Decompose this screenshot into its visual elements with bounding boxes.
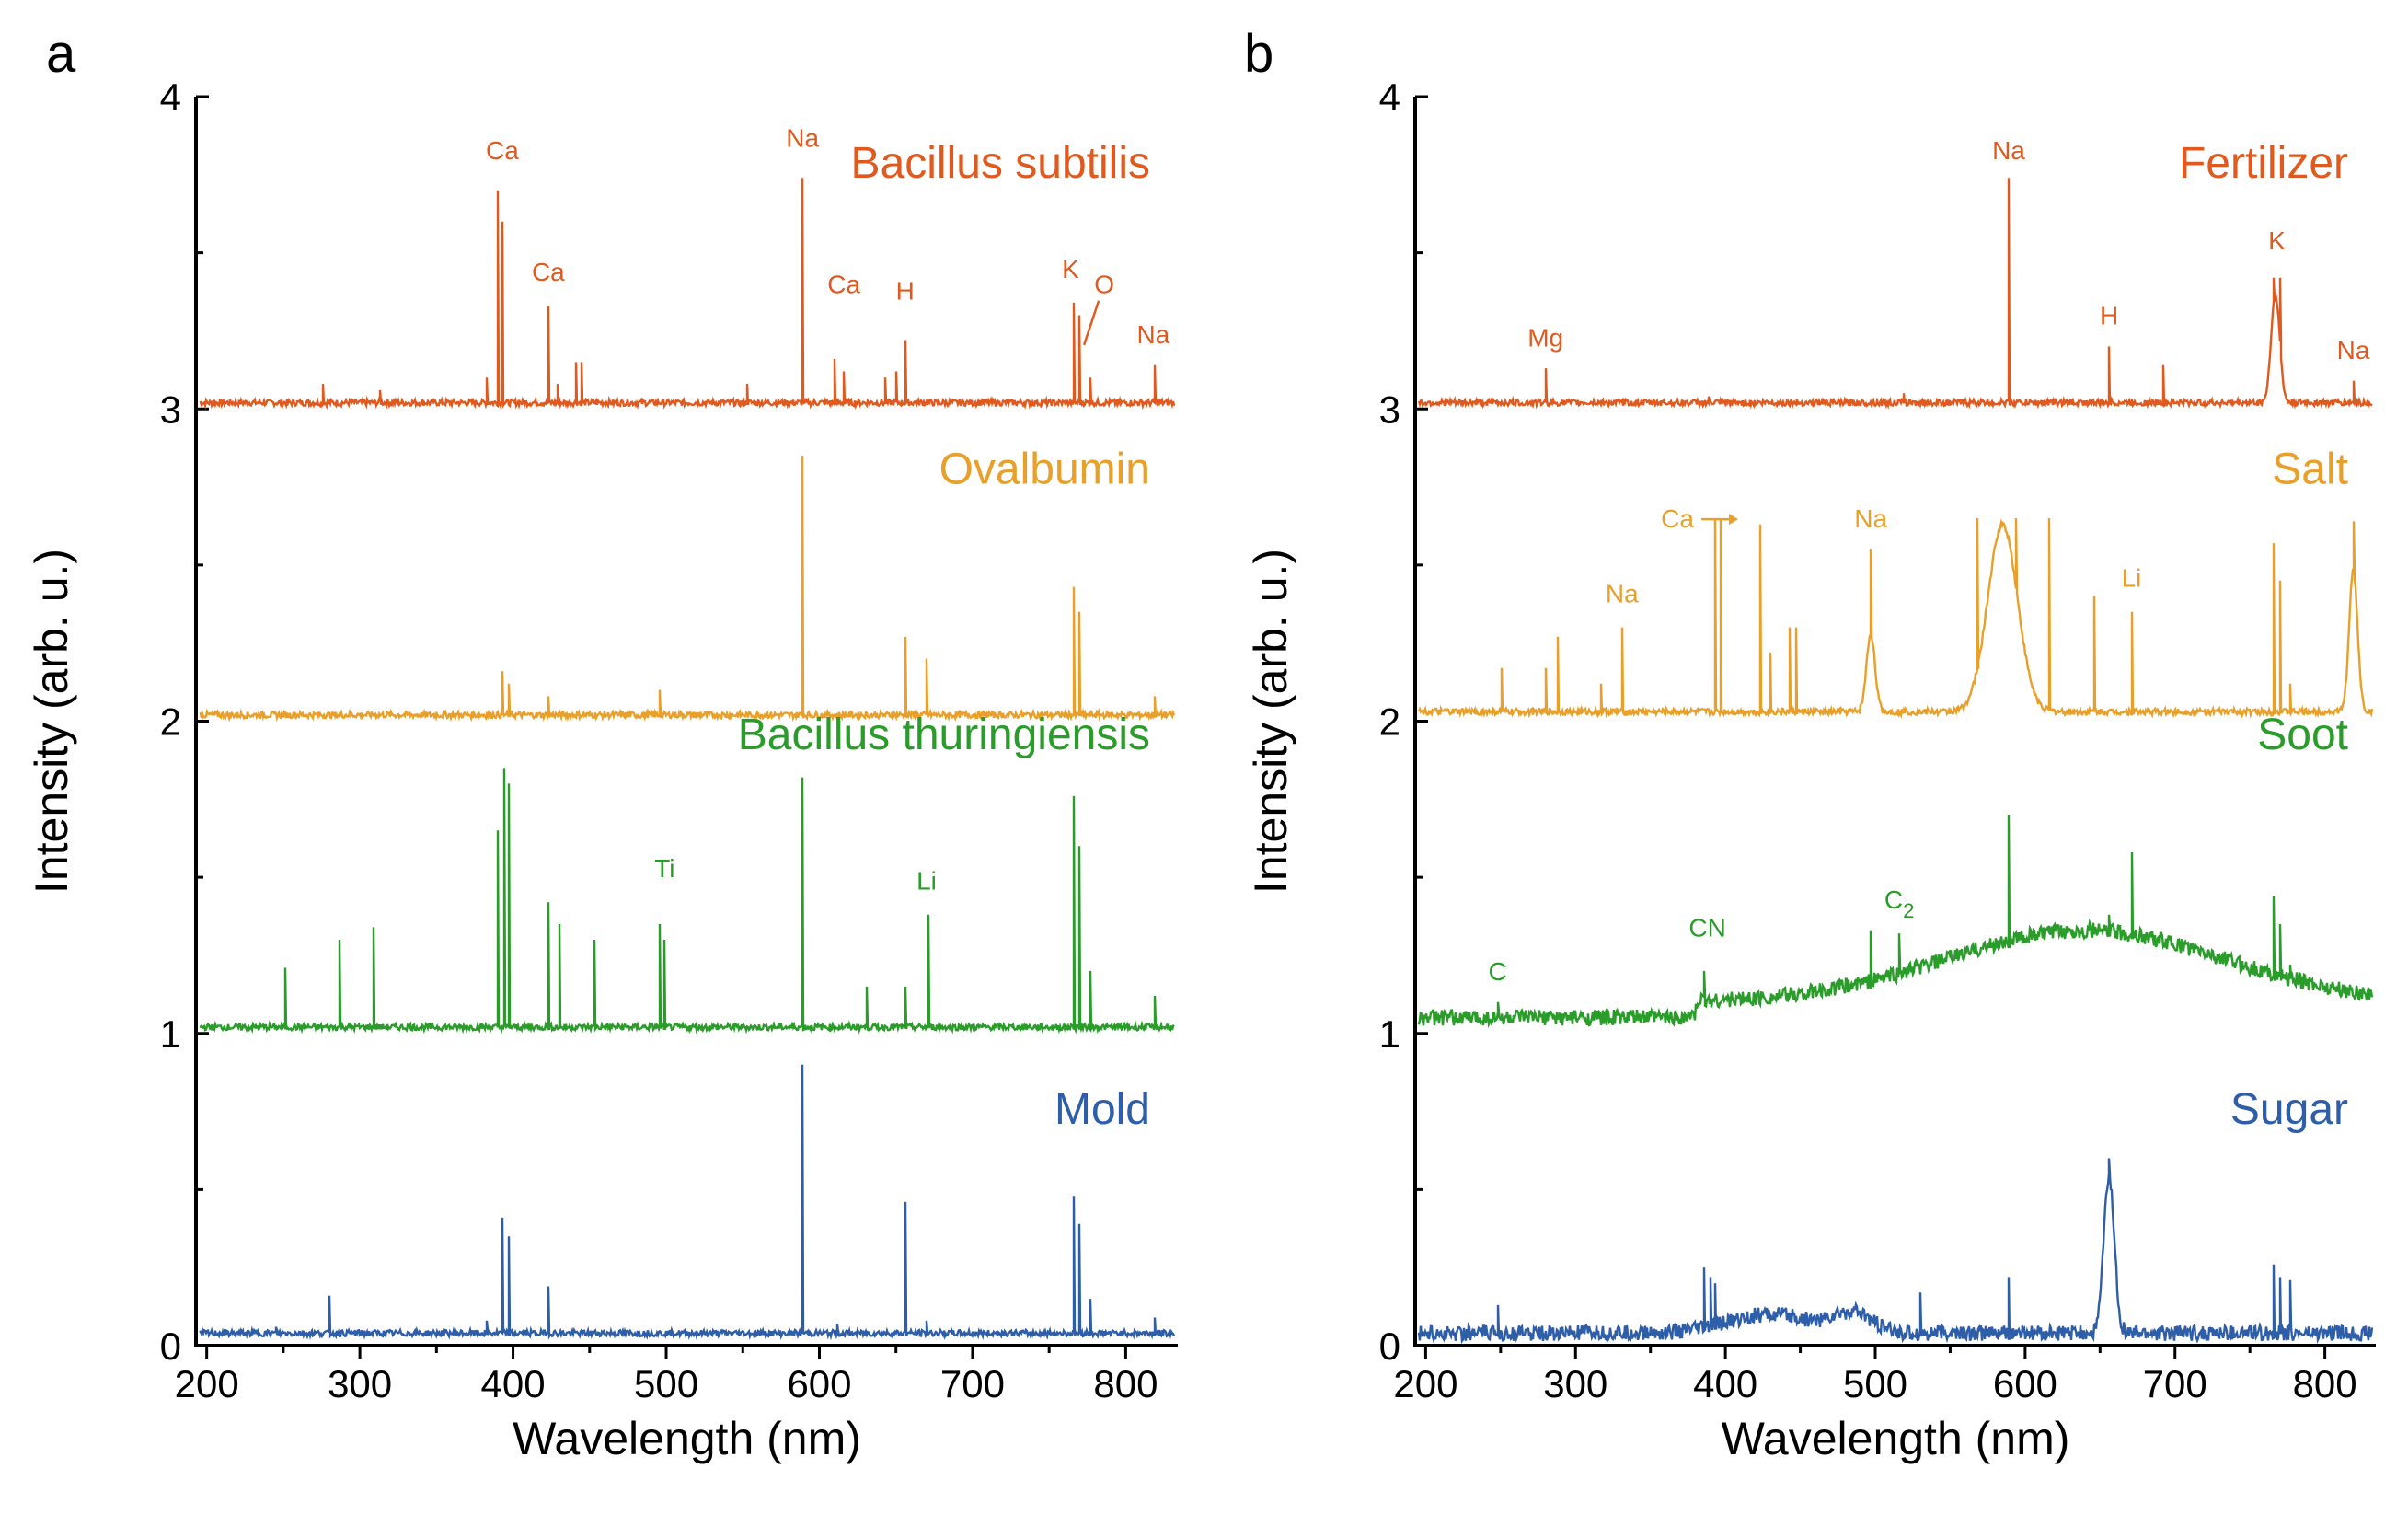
y-tick-label: 4 bbox=[160, 75, 181, 119]
annotation-arrowhead bbox=[1729, 514, 1739, 526]
panel-b-ticks: 0 1 2 3 4 200 300 400 500 600 700 800 bbox=[1379, 75, 2357, 1405]
x-tick-label: 200 bbox=[175, 1362, 239, 1405]
peak-annotation: O bbox=[1094, 271, 1114, 299]
spectrum-line-bacillus-subtilis bbox=[199, 178, 1176, 411]
panel-b: b 0 1 2 3 4 200 300 400 500 600 700 800 Fertilizer M… bbox=[1244, 24, 2376, 1464]
x-tick-label: 400 bbox=[1693, 1362, 1757, 1405]
y-tick-label: 2 bbox=[1379, 700, 1400, 744]
peak-annotation: H bbox=[2100, 302, 2118, 330]
x-tick-label: 600 bbox=[1993, 1362, 2057, 1405]
peak-annotation: C bbox=[1488, 957, 1506, 986]
x-tick-label: 500 bbox=[1843, 1362, 1907, 1405]
peak-annotation: CN bbox=[1688, 914, 1725, 943]
y-tick-label: 3 bbox=[1379, 387, 1400, 431]
peak-annotation: Ti bbox=[654, 854, 674, 883]
peak-annotation: Na bbox=[1606, 580, 1639, 608]
panel-b-y-axis-title: Intensity (arb. u.) bbox=[1245, 549, 1296, 894]
spectrum-line-soot bbox=[1417, 815, 2374, 1029]
series-label: Soot bbox=[2257, 711, 2348, 759]
x-tick-label: 800 bbox=[1093, 1362, 1158, 1405]
panel-a: a 0 1 2 3 4 200 300 400 500 600 700 800 Bacillus su… bbox=[26, 24, 1178, 1464]
x-tick-label: 500 bbox=[634, 1362, 698, 1405]
spectrum-line-sugar bbox=[1417, 1158, 2374, 1345]
series-label: Bacillus subtilis bbox=[851, 139, 1150, 188]
x-tick-label: 400 bbox=[481, 1362, 546, 1405]
peak-annotation: Na bbox=[1136, 320, 1169, 349]
x-tick-label: 700 bbox=[940, 1362, 1005, 1405]
series-label: Fertilizer bbox=[2179, 139, 2348, 188]
peak-annotation: K bbox=[1062, 255, 1079, 283]
spectrum-line-ovalbumin bbox=[199, 456, 1176, 723]
spectrum-line-salt bbox=[1417, 517, 2374, 720]
peak-annotation: Na bbox=[2337, 336, 2370, 364]
y-tick-label: 1 bbox=[160, 1012, 181, 1056]
panel-a-ticks: 0 1 2 3 4 200 300 400 500 600 700 800 bbox=[160, 75, 1158, 1405]
x-tick-label: 300 bbox=[328, 1362, 392, 1405]
peak-annotation: Li bbox=[2122, 564, 2142, 593]
spectrum-line-fertilizer bbox=[1417, 178, 2373, 411]
peak-annotation: H bbox=[896, 277, 915, 306]
panel-b-x-axis-title: Wavelength (nm) bbox=[1722, 1413, 2070, 1464]
peak-annotation: Na bbox=[786, 123, 819, 152]
peak-annotation: Ca bbox=[532, 258, 565, 286]
peak-annotation: Mg bbox=[1527, 323, 1563, 352]
series-label: Salt bbox=[2272, 445, 2348, 494]
x-tick-label: 600 bbox=[787, 1362, 851, 1405]
y-tick-label: 0 bbox=[1379, 1324, 1400, 1368]
y-tick-label: 2 bbox=[160, 700, 181, 744]
panel-letter-b: b bbox=[1244, 24, 1273, 84]
peak-annotation: Ca bbox=[827, 271, 860, 299]
y-tick-label: 4 bbox=[1379, 75, 1400, 119]
peak-annotation: Na bbox=[1854, 504, 1887, 533]
panel-a-series: Bacillus subtilis Ca Ca Na Ca H KO Na Ovalbumin B… bbox=[199, 123, 1176, 1341]
series-label: Sugar bbox=[2230, 1085, 2348, 1134]
series-label: Mold bbox=[1054, 1085, 1150, 1134]
peak-annotation: Na bbox=[1992, 136, 2025, 165]
spectrum-line-bacillus-thuringiensis bbox=[199, 768, 1175, 1035]
spectrum-line-mold bbox=[199, 1064, 1176, 1341]
y-tick-label: 1 bbox=[1379, 1012, 1400, 1056]
y-tick-label: 3 bbox=[160, 387, 181, 431]
y-tick-label: 0 bbox=[160, 1324, 181, 1368]
peak-annotation: C2 bbox=[1884, 885, 1914, 922]
peak-annotation: K bbox=[2268, 226, 2286, 255]
x-tick-label: 800 bbox=[2293, 1362, 2357, 1405]
x-tick-label: 700 bbox=[2143, 1362, 2207, 1405]
x-tick-label: 200 bbox=[1393, 1362, 1457, 1405]
peak-annotation: Ca bbox=[1661, 504, 1694, 533]
panel-letter-a: a bbox=[46, 24, 76, 84]
panel-b-series: Fertilizer Mg Na H K Na Salt Ca Na Na Li Soot C CN C2 S… bbox=[1417, 136, 2374, 1345]
series-label: Ovalbumin bbox=[939, 445, 1150, 494]
peak-annotation: Ca bbox=[486, 136, 519, 165]
annotation-arrow bbox=[1082, 300, 1100, 346]
series-label: Bacillus thuringiensis bbox=[738, 711, 1150, 759]
panel-a-x-axis-title: Wavelength (nm) bbox=[513, 1413, 861, 1464]
peak-annotation: Li bbox=[916, 867, 937, 896]
x-tick-label: 300 bbox=[1543, 1362, 1607, 1405]
panel-a-y-axis-title: Intensity (arb. u.) bbox=[26, 549, 77, 894]
